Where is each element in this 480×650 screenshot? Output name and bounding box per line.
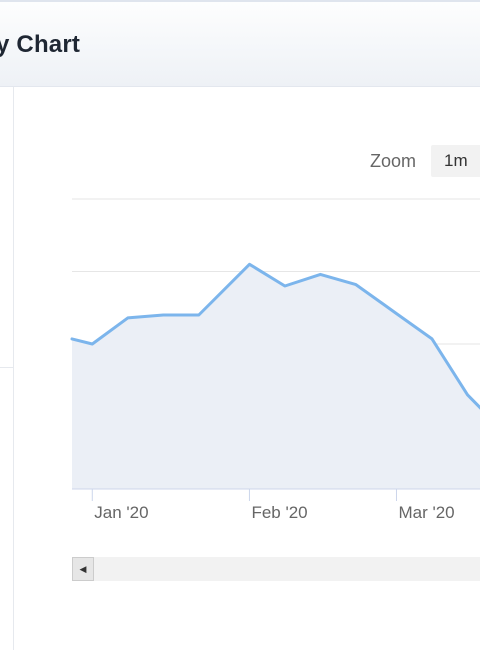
data-point <box>70 337 74 341</box>
scroll-left-button[interactable]: ◀ <box>72 557 94 581</box>
navigator-scrollbar[interactable] <box>72 557 480 581</box>
data-point <box>395 312 399 316</box>
data-point <box>197 313 201 317</box>
data-point <box>354 283 358 287</box>
chart-area-fill <box>72 264 480 489</box>
data-point <box>318 272 322 276</box>
zoom-1m-button[interactable]: 1m <box>431 145 480 177</box>
data-point <box>161 313 165 317</box>
x-axis-ticks: Jan '20 Feb '20 Mar '20 <box>91 489 455 522</box>
grid-lines <box>72 198 480 417</box>
page-title: y Chart <box>0 31 81 58</box>
sidebar-divider <box>13 87 14 650</box>
top-border <box>0 0 480 2</box>
data-point <box>126 316 130 320</box>
sidebar-tick <box>0 367 14 368</box>
zoom-label: Zoom <box>370 151 417 171</box>
data-point <box>248 262 252 266</box>
chart-header: y Chart <box>0 2 480 87</box>
x-tick-label: Mar '20 <box>398 503 454 522</box>
chart-data-points <box>70 262 480 433</box>
data-point <box>430 337 434 341</box>
x-tick-label: Feb '20 <box>251 503 307 522</box>
data-point <box>90 342 94 346</box>
data-point <box>466 393 470 397</box>
data-point <box>283 284 287 288</box>
chart-series-line <box>70 262 480 410</box>
x-tick-label: Jan '20 <box>94 503 148 522</box>
